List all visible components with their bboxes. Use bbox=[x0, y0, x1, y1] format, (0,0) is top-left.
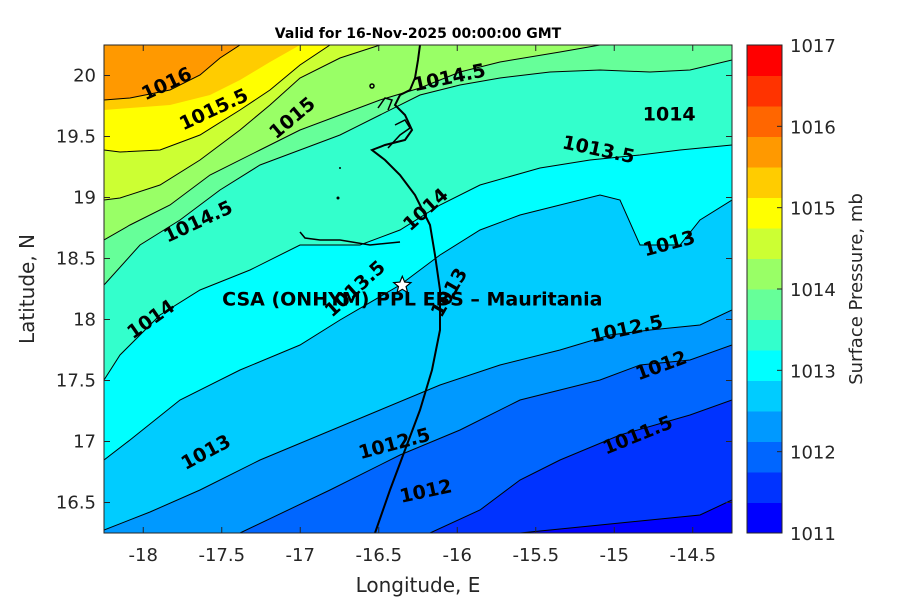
site-star-icon bbox=[392, 274, 413, 294]
x-tick-label: -17.5 bbox=[198, 545, 245, 566]
island-dot bbox=[339, 167, 341, 169]
y-axis-ticks: 16.5 17 17.5 18 18.5 19 19.5 20 bbox=[56, 66, 732, 514]
y-tick-label: 19.5 bbox=[56, 127, 96, 148]
colorbar-segment bbox=[747, 228, 782, 259]
band-1017 bbox=[104, 45, 240, 100]
y-tick-label: 16.5 bbox=[56, 493, 96, 514]
colorbar-segment bbox=[747, 380, 782, 412]
x-tick-label: -15.5 bbox=[512, 545, 559, 566]
colorbar-segment bbox=[747, 319, 782, 351]
colorbar-tick-label: 1013 bbox=[790, 361, 836, 382]
colorbar-segment bbox=[747, 197, 782, 229]
site-label: CSA (ONHYM) PPL EBS – Mauritania bbox=[222, 288, 602, 310]
isobar-line bbox=[239, 344, 732, 533]
isobar-line bbox=[429, 399, 732, 533]
contour-label: 1014 bbox=[643, 104, 696, 126]
island-dot bbox=[336, 196, 340, 200]
colorbar-segment bbox=[747, 350, 782, 381]
isobar-line bbox=[104, 45, 241, 101]
isobar-line bbox=[104, 45, 331, 153]
x-tick-label: -14.5 bbox=[669, 545, 716, 566]
map-title: Valid for 16-Nov-2025 00:00:00 GMT bbox=[275, 26, 562, 42]
colorbar-segment bbox=[747, 441, 782, 473]
y-tick-label: 17.5 bbox=[56, 371, 96, 392]
x-tick-label: -17 bbox=[286, 545, 315, 566]
x-axis-label: Longitude, E bbox=[356, 573, 481, 597]
isobar-line bbox=[104, 144, 732, 381]
y-axis-label: Latitude, N bbox=[15, 234, 39, 344]
x-axis-ticks: -18 -17.5 -17 -16.5 -16 -15.5 -15 -14.5 bbox=[129, 45, 716, 566]
x-tick-label: -18 bbox=[129, 545, 158, 566]
colorbar bbox=[747, 45, 782, 534]
colorbar-tick-label: 1017 bbox=[790, 36, 836, 57]
colorbar-segment bbox=[747, 289, 782, 320]
map-area bbox=[104, 45, 732, 533]
isobar-line bbox=[104, 45, 601, 241]
colorbar-segment bbox=[747, 75, 782, 107]
colorbar-tick-label: 1015 bbox=[790, 199, 836, 220]
x-tick-label: -16 bbox=[443, 545, 472, 566]
colorbar-segment bbox=[747, 258, 782, 290]
isobar-line bbox=[104, 59, 732, 286]
x-tick-label: -16.5 bbox=[355, 545, 402, 566]
site-group: CSA (ONHYM) PPL EBS – Mauritania bbox=[222, 274, 602, 310]
island-dot bbox=[369, 83, 375, 89]
colorbar-segment bbox=[747, 45, 782, 76]
colorbar-segment bbox=[747, 136, 782, 168]
isobar-line bbox=[104, 45, 381, 201]
colorbar-label: Surface Pressure, mb bbox=[846, 193, 867, 385]
colorbar-segment bbox=[747, 411, 782, 442]
colorbar-segment bbox=[747, 502, 782, 534]
colorbar-segment bbox=[747, 472, 782, 503]
y-tick-label: 18.5 bbox=[56, 249, 96, 270]
colorbar-tick-label: 1012 bbox=[790, 443, 836, 464]
x-tick-label: -15 bbox=[600, 545, 629, 566]
isobar-line bbox=[519, 499, 732, 533]
y-tick-label: 19 bbox=[73, 188, 96, 209]
colorbar-segment bbox=[747, 167, 782, 198]
colorbar-tick-label: 1016 bbox=[790, 117, 836, 138]
colorbar-tick-label: 1014 bbox=[790, 280, 836, 301]
y-tick-label: 20 bbox=[73, 66, 96, 87]
y-tick-label: 17 bbox=[73, 432, 96, 453]
map-frame bbox=[103, 44, 733, 534]
isobar-line bbox=[104, 309, 732, 531]
isobar-line bbox=[104, 194, 732, 461]
colorbar-tick-label: 1011 bbox=[790, 524, 836, 545]
colorbar-ticks: 1011 1012 1013 1014 1015 1016 1017 bbox=[777, 36, 836, 545]
y-tick-label: 18 bbox=[73, 310, 96, 331]
colorbar-segment bbox=[747, 106, 782, 137]
coastline bbox=[299, 45, 441, 533]
